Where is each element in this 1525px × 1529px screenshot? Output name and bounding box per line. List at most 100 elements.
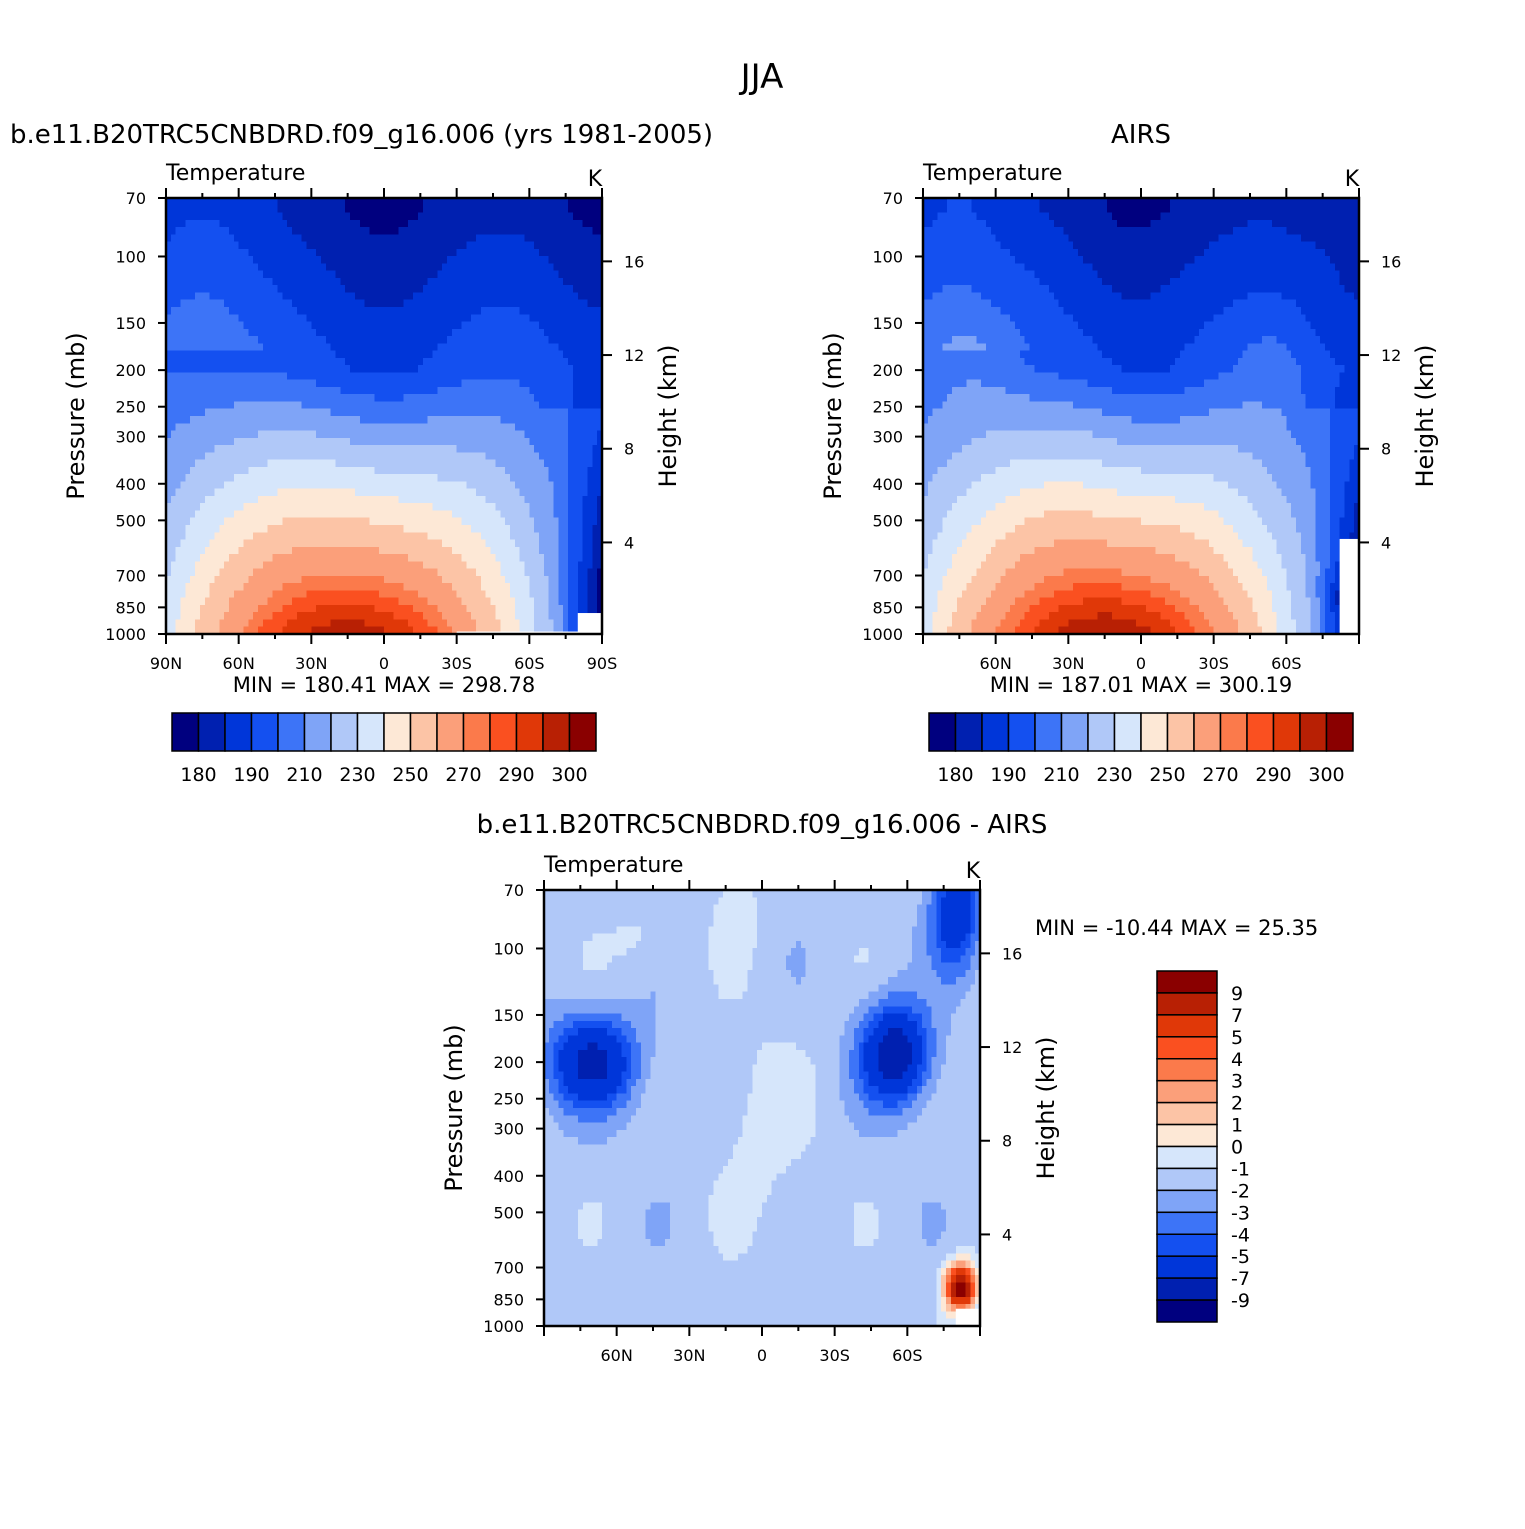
model-height-tick-label: 12 (624, 346, 644, 365)
model-colorbar-box (331, 713, 358, 751)
airs-y-tick-label: 400 (872, 475, 903, 494)
airs-height-tick-label: 4 (1381, 533, 1391, 552)
airs-colorbar-box (1300, 713, 1327, 751)
airs-colorbar-box (1274, 713, 1301, 751)
airs-missing-data (1340, 539, 1359, 634)
diff-colorbar-label: 4 (1231, 1049, 1243, 1071)
airs-colorbar-box (1141, 713, 1168, 751)
model-colorbar-box (278, 713, 305, 751)
diff-x-tick-label: 30S (819, 1346, 850, 1365)
diff-y-tick-label: 300 (493, 1120, 524, 1139)
diff-colorbar-box (1157, 1168, 1217, 1190)
diff-colorbar-label: 9 (1231, 983, 1243, 1005)
model-x-tick-label: 30N (295, 654, 327, 673)
model-colorbar-box (199, 713, 226, 751)
airs-colorbar-box (1115, 713, 1142, 751)
airs-x-tick-label: 30N (1052, 654, 1084, 673)
model-y-tick-label: 400 (115, 475, 146, 494)
airs-colorbar-box (1194, 713, 1221, 751)
airs-y-tick-label: 700 (872, 567, 903, 586)
airs-title: AIRS (1111, 120, 1171, 150)
figure-title: JJA (739, 57, 784, 97)
model-y-tick-label: 100 (115, 247, 146, 266)
airs-y2label: Height (km) (1411, 345, 1439, 488)
diff-y-tick-label: 850 (493, 1290, 524, 1309)
diff-y-tick-label: 250 (493, 1090, 524, 1109)
diff-colorbar-box (1157, 1015, 1217, 1037)
model-colorbar-box (464, 713, 491, 751)
model-colorbar-box (411, 713, 438, 751)
model-units-label: K (588, 167, 603, 192)
airs-colorbar-box (1062, 713, 1089, 751)
diff-variable-label: Temperature (543, 853, 683, 878)
diff-height-tick-label: 12 (1002, 1038, 1022, 1057)
diff-height-tick-label: 8 (1002, 1132, 1012, 1151)
model-x-tick-label: 30S (441, 654, 472, 673)
diff-colorbar-label: -1 (1231, 1158, 1250, 1180)
airs-colorbar-label: 270 (1202, 764, 1238, 786)
model-minmax: MIN = 180.41 MAX = 298.78 (233, 673, 535, 697)
airs-colorbar-label: 300 (1308, 764, 1344, 786)
airs-x-tick-label: 60N (980, 654, 1012, 673)
model-missing-data (578, 613, 602, 634)
model-title: b.e11.B20TRC5CNBDRD.f09_g16.006 (yrs 198… (10, 120, 713, 150)
diff-colorbar-label: -2 (1231, 1180, 1250, 1202)
diff-colorbar-box (1157, 1278, 1217, 1300)
diff-colorbar-label: 5 (1231, 1027, 1243, 1049)
airs-colorbar-box (982, 713, 1009, 751)
model-colorbar-box (172, 713, 199, 751)
model-colorbar-box (437, 713, 464, 751)
diff-colorbar-box (1157, 971, 1217, 993)
model-height-tick-label: 16 (624, 252, 644, 271)
diff-colorbar-label: -4 (1231, 1224, 1250, 1246)
diff-y-tick-label: 700 (493, 1259, 524, 1278)
diff-x-tick-label: 60S (892, 1346, 923, 1365)
airs-colorbar-box (1035, 713, 1062, 751)
model-colorbar-box (252, 713, 279, 751)
model-x-tick-label: 0 (379, 654, 389, 673)
airs-y-tick-label: 300 (872, 428, 903, 447)
diff-height-tick-label: 4 (1002, 1225, 1012, 1244)
airs-colorbar-box (1009, 713, 1036, 751)
model-colorbar-box (358, 713, 385, 751)
airs-y-tick-label: 850 (872, 598, 903, 617)
airs-y-tick-label: 200 (872, 361, 903, 380)
model-y-tick-label: 250 (115, 398, 146, 417)
model-y-tick-label: 300 (115, 428, 146, 447)
diff-colorbar-box (1157, 1059, 1217, 1081)
airs-y-tick-label: 500 (872, 511, 903, 530)
model-y-tick-label: 500 (115, 511, 146, 530)
airs-colorbar-box (956, 713, 983, 751)
model-x-tick-label: 90N (150, 654, 182, 673)
diff-missing-data (956, 1309, 980, 1326)
model-colorbar-box (305, 713, 332, 751)
airs-colorbar-box (1247, 713, 1274, 751)
model-colorbar-box (225, 713, 252, 751)
diff-units-label: K (966, 859, 981, 884)
diff-colorbar-label: -7 (1231, 1268, 1250, 1290)
diff-colorbar-box (1157, 1256, 1217, 1278)
airs-variable-label: Temperature (922, 161, 1062, 186)
model-colorbar-label: 300 (551, 764, 587, 786)
model-y-tick-label: 700 (115, 567, 146, 586)
diff-colorbar-label: 3 (1231, 1071, 1243, 1093)
airs-y-tick-label: 150 (872, 314, 903, 333)
diff-x-tick-label: 30N (673, 1346, 705, 1365)
airs-colorbar-box (1221, 713, 1248, 751)
model-variable-label: Temperature (165, 161, 305, 186)
diff-colorbar-label: 0 (1231, 1137, 1243, 1159)
diff-contour-fill (544, 890, 981, 1327)
diff-colorbar-box (1157, 993, 1217, 1015)
diff-colorbar-box (1157, 1300, 1217, 1322)
diff-ylabel: Pressure (mb) (440, 1024, 468, 1191)
diff-colorbar-label: 2 (1231, 1093, 1243, 1115)
airs-height-tick-label: 16 (1381, 252, 1401, 271)
model-x-tick-label: 60N (223, 654, 255, 673)
airs-contour-fill (923, 198, 1360, 635)
model-y-tick-label: 200 (115, 361, 146, 380)
